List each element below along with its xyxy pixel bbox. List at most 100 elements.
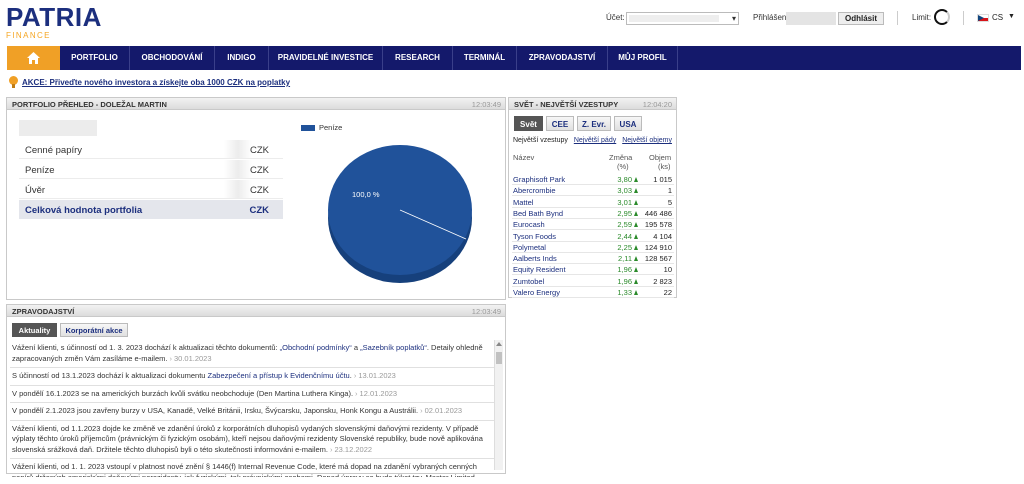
table-row[interactable]: Abercrombie 3,03 1: [512, 185, 674, 197]
nav-item-portfolio[interactable]: PORTFOLIO: [60, 46, 130, 70]
stock-volume: 446 486: [644, 208, 672, 218]
scroll-up-icon[interactable]: [496, 342, 502, 346]
stock-name[interactable]: Abercrombie: [513, 186, 556, 196]
nav-item-my-profile[interactable]: MŮJ PROFIL: [608, 46, 678, 70]
logged-in-label: Přihlášen: [753, 13, 787, 22]
table-row[interactable]: Eurocash 2,59 195 578: [512, 219, 674, 231]
filter-biggest-volumes[interactable]: Největší objemy: [622, 137, 672, 144]
patria-logo[interactable]: PATRIA FINANCE: [6, 4, 102, 40]
news-date: 13.01.2023: [358, 371, 396, 380]
panel-title: ZPRAVODAJSTVÍ: [12, 307, 75, 316]
col-header-change-unit: (%): [617, 162, 629, 171]
panel-header: PORTFOLIO PŘEHLED - DOLEŽAL MARTIN 12:03…: [7, 98, 505, 110]
table-row[interactable]: Valero Energy 1,33 22: [512, 287, 674, 298]
world-movers-panel: SVĚT - NEJVĚTŠÍ VZESTUPY 12:04:20 Svět C…: [508, 97, 677, 298]
legend-swatch: [301, 125, 315, 131]
table-row[interactable]: Mattel 3,01 5: [512, 197, 674, 208]
row-label: Úvěr: [25, 185, 46, 196]
row-currency: CZK: [250, 145, 269, 156]
stock-name[interactable]: Eurocash: [513, 220, 545, 230]
movers-filter: Největší vzestupy Největší pády Největší…: [513, 137, 672, 144]
table-row[interactable]: Bed Bath Bynd 2,95 446 486: [512, 208, 674, 219]
table-row[interactable]: Tyson Foods 2,44 4 104: [512, 231, 674, 242]
filter-biggest-gainers[interactable]: Největší vzestupy: [513, 137, 568, 144]
nav-item-regular-investments[interactable]: PRAVIDELNÉ INVESTICE: [269, 46, 383, 70]
tab-western-europe[interactable]: Z. Evr.: [577, 116, 611, 131]
language-select[interactable]: CS: [992, 13, 1004, 22]
news-separator: ›: [355, 388, 358, 398]
stock-name[interactable]: Equity Resident: [513, 265, 566, 275]
stock-name[interactable]: Polymetal: [513, 242, 546, 252]
row-label: Celková hodnota portfolia: [25, 205, 143, 216]
arrow-up-icon: [634, 278, 638, 284]
news-item[interactable]: Vážení klienti, od 1. 1. 2023 vstoupí v …: [10, 459, 497, 477]
user-name: [786, 12, 836, 25]
news-text: Vážení klienti, s účinností od 1. 3. 202…: [12, 343, 280, 352]
home-icon: [27, 52, 40, 64]
table-row[interactable]: Polymetal 2,25 124 910: [512, 242, 674, 253]
stock-name[interactable]: Bed Bath Bynd: [513, 208, 564, 218]
promo-link[interactable]: AKCE: Přiveďte nového investora a získej…: [22, 78, 291, 87]
col-header-change: Změna: [609, 153, 633, 162]
news-item[interactable]: Vážení klienti, od 1.1.2023 dojde ke změ…: [10, 421, 497, 459]
col-header-volume: Objem: [649, 153, 672, 162]
news-date: 23.12.2022: [334, 444, 373, 454]
panel-header: ZPRAVODAJSTVÍ 12:03:49: [7, 305, 505, 317]
portfolio-pie-chart: 100,0 %: [328, 145, 472, 283]
nav-item-terminal[interactable]: TERMINÁL: [453, 46, 517, 70]
scroll-thumb[interactable]: [496, 352, 502, 364]
news-item[interactable]: Vážení klienti, s účinností od 1. 3. 202…: [10, 340, 497, 368]
stock-name[interactable]: Zumtobel: [513, 276, 545, 286]
tab-world[interactable]: Svět: [514, 116, 543, 131]
filter-biggest-losers[interactable]: Největší pády: [573, 137, 617, 144]
news-item[interactable]: V pondělí 16.1.2023 se na amerických bur…: [10, 386, 497, 403]
header-account-bar: Účet: ▾ Přihlášen Odhlásit Limit: CS ▼: [0, 9, 1024, 27]
news-link[interactable]: „Sazebník poplatků“: [360, 343, 427, 352]
news-scrollbar[interactable]: [494, 340, 503, 470]
news-text: S účinností od 13.1.2023 dochází k aktua…: [12, 371, 208, 380]
table-row[interactable]: Aalberts Inds 2,11 128 567: [512, 253, 674, 265]
news-text: V pondělí 16.1.2023 se na amerických bur…: [12, 388, 354, 398]
news-item[interactable]: S účinností od 13.1.2023 dochází k aktua…: [10, 368, 497, 386]
tab-usa[interactable]: USA: [614, 116, 642, 131]
tab-cee[interactable]: CEE: [546, 116, 574, 131]
table-row[interactable]: Equity Resident 1,96 10: [512, 264, 674, 276]
account-select[interactable]: ▾: [626, 12, 739, 25]
czech-flag-icon[interactable]: [977, 14, 989, 22]
stock-name[interactable]: Valero Energy: [513, 288, 560, 297]
col-header-volume-unit: (ks): [658, 162, 671, 171]
arrow-up-icon: [634, 210, 638, 216]
news-link[interactable]: Zabezpečení a přístup k Evidenčnímu účtu: [207, 371, 350, 380]
stock-change: 2,11: [617, 254, 632, 264]
table-row[interactable]: Graphisoft Park 3,80 1 015: [512, 174, 674, 185]
logo-text: PATRIA: [6, 2, 102, 32]
limit-gauge-icon[interactable]: [934, 9, 950, 25]
stock-change: 1,96: [617, 276, 632, 286]
stock-volume: 5: [667, 197, 672, 207]
news-link[interactable]: „Obchodní podmínky“: [279, 343, 352, 352]
nav-item-indigo[interactable]: INDIGO: [215, 46, 269, 70]
stock-change: 2,59: [617, 220, 632, 230]
stock-change: 2,25: [617, 242, 632, 252]
stock-name[interactable]: Graphisoft Park: [513, 175, 566, 184]
tab-news-current[interactable]: Aktuality: [12, 323, 57, 337]
arrow-up-icon: [634, 290, 638, 295]
nav-item-research[interactable]: RESEARCH: [383, 46, 453, 70]
stock-name[interactable]: Mattel: [513, 197, 534, 207]
logout-button[interactable]: Odhlásit: [838, 12, 884, 25]
stock-change: 3,80: [617, 175, 632, 184]
table-row[interactable]: Zumtobel 1,96 2 823: [512, 276, 674, 287]
stock-name[interactable]: Aalberts Inds: [513, 254, 557, 264]
tab-corporate-actions[interactable]: Korporátní akce: [60, 323, 128, 337]
panel-time: 12:04:20: [642, 100, 672, 109]
news-item[interactable]: V pondělí 2.1.2023 jsou zavřeny burzy v …: [10, 403, 497, 421]
arrow-up-icon: [634, 233, 638, 239]
arrow-up-icon: [634, 199, 638, 205]
stock-name[interactable]: Tyson Foods: [513, 231, 556, 241]
row-label: Cenné papíry: [25, 145, 83, 156]
nav-item-trading[interactable]: OBCHODOVÁNÍ: [130, 46, 215, 70]
portfolio-row: Úvěr CZK: [19, 180, 283, 199]
nav-home[interactable]: [7, 46, 60, 70]
arrow-up-icon: [634, 267, 638, 273]
nav-item-news[interactable]: ZPRAVODAJSTVÍ: [517, 46, 608, 70]
